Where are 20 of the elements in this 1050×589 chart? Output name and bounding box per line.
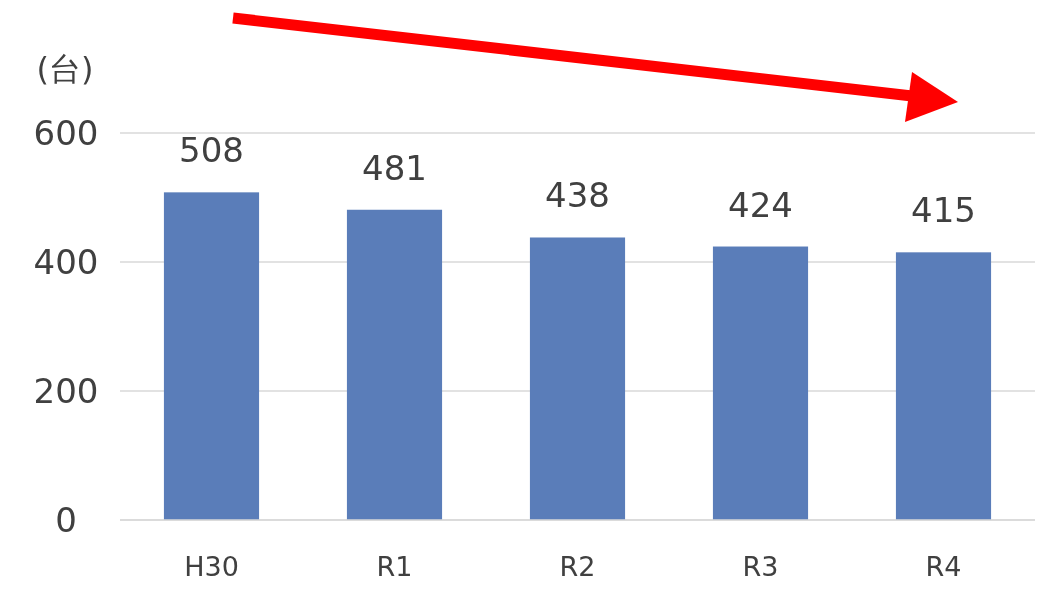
x-tick-label: R1: [376, 551, 413, 582]
bar: [346, 209, 443, 520]
y-tick-label: 400: [33, 241, 99, 282]
data-label: 508: [179, 130, 244, 171]
y-tick-label: 0: [55, 499, 77, 540]
bar: [163, 192, 260, 520]
x-tick-label: H30: [184, 551, 239, 582]
x-tick-label: R3: [742, 551, 779, 582]
bar: [529, 237, 626, 520]
x-tick-label: R2: [559, 551, 596, 582]
data-label: 481: [362, 147, 427, 188]
data-label: 424: [728, 184, 793, 225]
bar: [895, 252, 992, 520]
x-tick-label: R4: [925, 551, 962, 582]
bar: [712, 246, 809, 520]
y-axis-title: (台): [36, 50, 94, 88]
data-label: 415: [911, 190, 976, 231]
y-tick-label: 200: [33, 370, 99, 411]
y-tick-label: 600: [33, 112, 99, 153]
data-label: 438: [545, 175, 610, 216]
